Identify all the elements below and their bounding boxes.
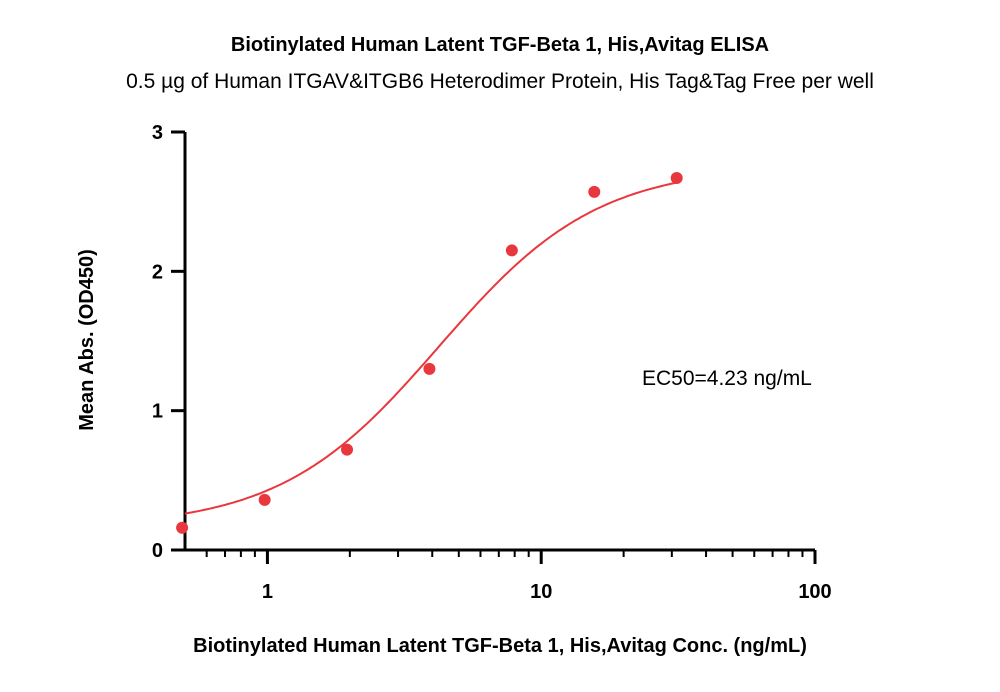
y-tick-label: 0 xyxy=(152,540,163,562)
chart-title: Biotinylated Human Latent TGF-Beta 1, Hi… xyxy=(230,34,770,56)
fit-curve xyxy=(184,181,677,515)
ec50-annotation: EC50=4.23 ng/mL xyxy=(642,367,812,390)
data-point xyxy=(176,521,189,534)
data-point xyxy=(670,171,683,184)
x-tick-label: 100 xyxy=(798,581,831,603)
x-axis-label: Biotinylated Human Latent TGF-Beta 1, Hi… xyxy=(193,635,807,657)
data-point xyxy=(505,244,518,257)
axes: 0 1 2 3 1 10 100 xyxy=(152,122,832,603)
data-point xyxy=(588,185,601,198)
data-point xyxy=(341,443,354,456)
y-tick-label: 1 xyxy=(152,401,163,423)
y-tick-label: 2 xyxy=(152,261,163,283)
x-tick-label: 10 xyxy=(530,581,552,603)
chart-subtitle: 0.5 µg of Human ITGAV&ITGB6 Heterodimer … xyxy=(126,70,874,93)
y-tick-label: 3 xyxy=(152,122,163,144)
x-tick-label: 1 xyxy=(262,581,273,603)
data-points xyxy=(176,171,683,534)
data-point xyxy=(258,493,271,506)
y-axis-label: Mean Abs. (OD450) xyxy=(76,249,98,431)
data-point xyxy=(423,362,436,375)
